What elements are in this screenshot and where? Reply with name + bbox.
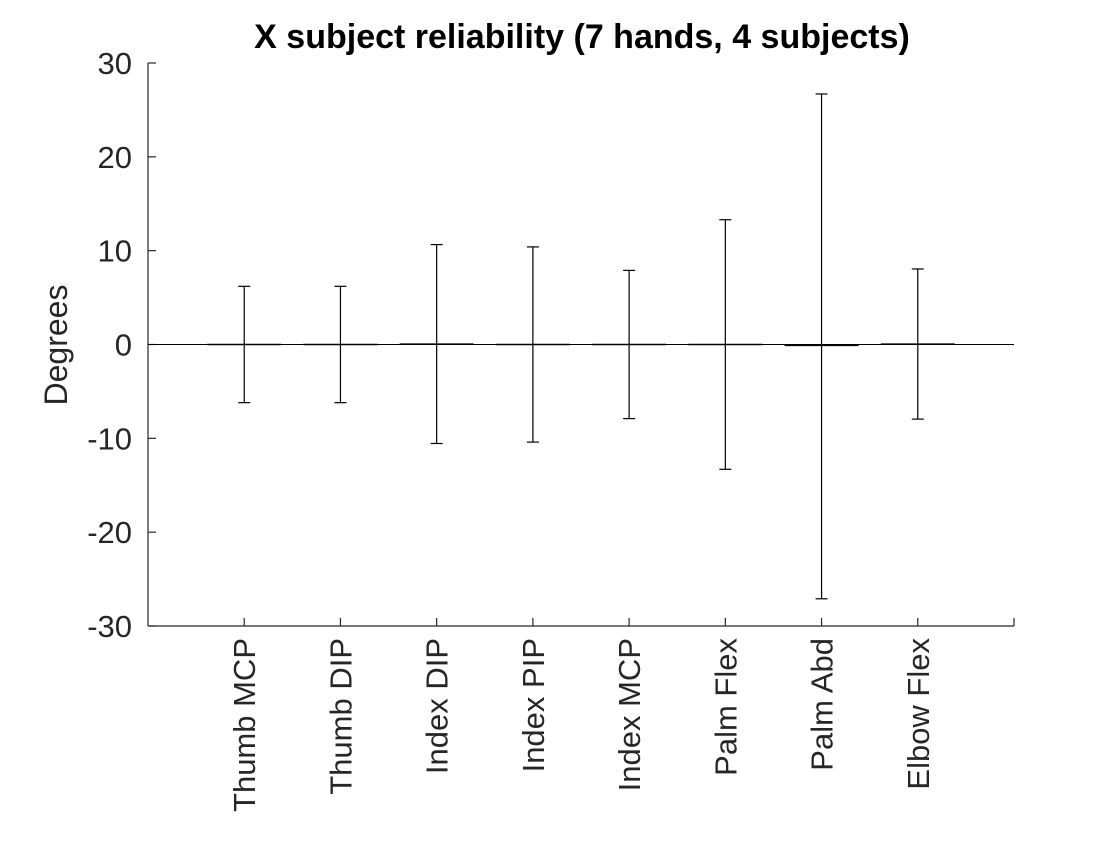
- y-tick-label: -10: [87, 421, 132, 456]
- y-axis-label: Degrees: [38, 285, 74, 406]
- x-tick-label: Palm Abd: [805, 638, 840, 771]
- x-tick-label: Index PIP: [516, 638, 551, 772]
- x-tick-label: Index DIP: [420, 638, 455, 774]
- plot-area: [148, 93, 1014, 600]
- y-tick-label: -30: [87, 609, 132, 644]
- y-tick-label: 20: [98, 140, 132, 175]
- y-tick-label: 0: [115, 328, 132, 363]
- x-tick-label: Thumb MCP: [227, 638, 262, 812]
- y-tick-label: -20: [87, 515, 132, 550]
- y-tick-label: 10: [98, 234, 132, 269]
- tick-labels: -30 -20 -10 0 10 20 30 Thumb MCP Thumb DIP Index …: [87, 46, 936, 812]
- x-tick-label: Thumb DIP: [323, 638, 358, 795]
- x-tick-label: Elbow Flex: [901, 638, 936, 790]
- x-tick-label: Index MCP: [612, 638, 647, 791]
- y-tick-label: 30: [98, 46, 132, 81]
- chart-title: X subject reliability (7 hands, 4 subjec…: [254, 18, 910, 56]
- x-tick-label: Palm Flex: [708, 638, 743, 776]
